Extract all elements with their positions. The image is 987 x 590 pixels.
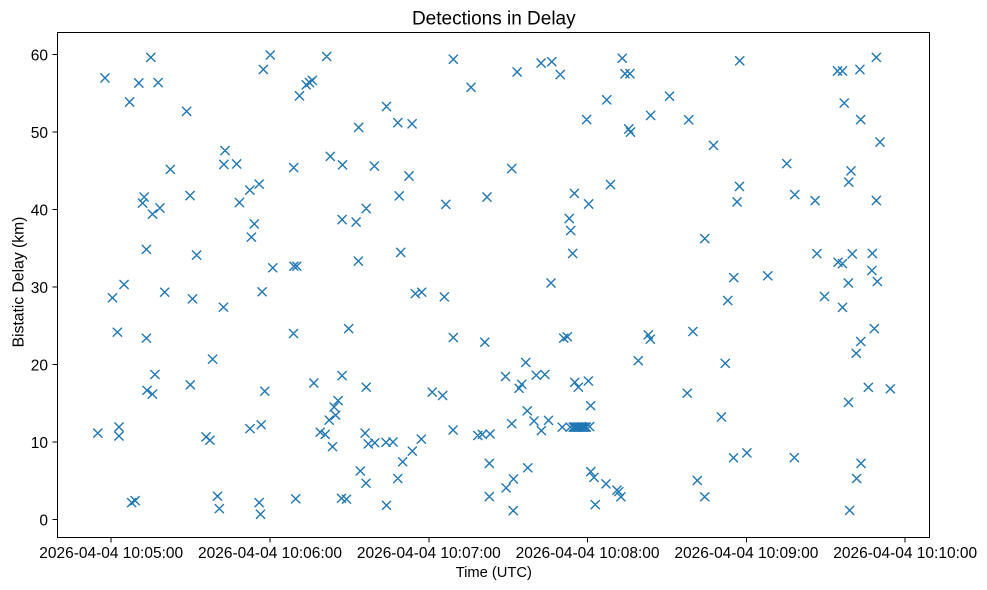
svg-text:40: 40: [31, 202, 49, 219]
svg-text:Bistatic Delay (km): Bistatic Delay (km): [10, 217, 27, 348]
svg-text:2026-04-04 10:09:00: 2026-04-04 10:09:00: [674, 545, 818, 562]
svg-text:2026-04-04 10:07:00: 2026-04-04 10:07:00: [357, 545, 501, 562]
svg-text:20: 20: [31, 358, 49, 375]
svg-text:50: 50: [31, 125, 49, 142]
svg-text:2026-04-04 10:08:00: 2026-04-04 10:08:00: [516, 545, 660, 562]
svg-text:Time (UTC): Time (UTC): [456, 565, 532, 581]
svg-text:30: 30: [31, 280, 49, 297]
svg-text:2026-04-04 10:06:00: 2026-04-04 10:06:00: [198, 545, 342, 562]
svg-text:10: 10: [31, 435, 49, 452]
svg-text:2026-04-04 10:05:00: 2026-04-04 10:05:00: [39, 545, 183, 562]
svg-text:60: 60: [31, 47, 49, 64]
svg-text:0: 0: [39, 513, 48, 530]
svg-text:2026-04-04 10:10:00: 2026-04-04 10:10:00: [833, 545, 977, 562]
svg-text:Detections in Delay: Detections in Delay: [412, 8, 576, 29]
